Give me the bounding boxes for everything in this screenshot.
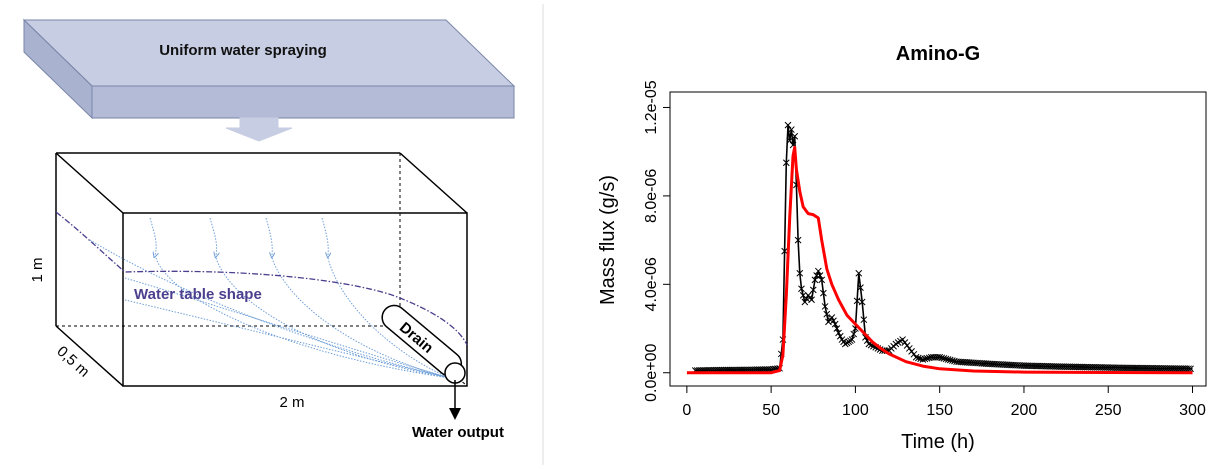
spray-down-arrow bbox=[225, 117, 293, 142]
data-point-marker bbox=[782, 159, 790, 167]
length-label: 2 m bbox=[279, 394, 304, 411]
data-point-marker bbox=[794, 236, 802, 244]
y-tick-label: 0.0e+00 bbox=[643, 343, 660, 401]
data-point-marker bbox=[796, 269, 804, 277]
lysimeter-diagram: Uniform water spraying bbox=[22, 18, 516, 441]
flow-line bbox=[271, 257, 451, 379]
x-tick-label: 150 bbox=[926, 402, 953, 419]
data-point-marker bbox=[835, 329, 842, 337]
x-tick-label: 250 bbox=[1095, 402, 1122, 419]
water-table-curve bbox=[55, 211, 468, 346]
series-layer bbox=[686, 121, 1194, 375]
data-point-marker bbox=[855, 269, 863, 277]
data-point-marker bbox=[823, 310, 831, 318]
data-point-marker bbox=[936, 353, 944, 361]
spray-side-face bbox=[23, 18, 93, 120]
data-point-marker bbox=[919, 356, 927, 363]
flow-line bbox=[265, 217, 272, 255]
x-tick-label: 200 bbox=[1011, 402, 1038, 419]
data-point-marker bbox=[828, 314, 836, 321]
data-point-marker bbox=[788, 126, 795, 133]
output-label: Water output bbox=[412, 424, 504, 441]
y-tick-label: 4.0e-06 bbox=[643, 257, 660, 311]
data-point-marker bbox=[781, 247, 788, 255]
x-tick-label: 0 bbox=[682, 402, 691, 419]
data-point-marker bbox=[784, 121, 792, 129]
flow-line bbox=[124, 277, 451, 379]
flow-line bbox=[124, 299, 451, 379]
data-point-marker bbox=[938, 354, 946, 362]
box-edge bbox=[55, 325, 124, 387]
data-point-marker bbox=[814, 267, 822, 275]
flow-line bbox=[209, 217, 217, 255]
y-tick-label: 1.2e-05 bbox=[643, 80, 660, 134]
plot-frame bbox=[669, 91, 1207, 387]
flow-line bbox=[215, 257, 451, 379]
box-front-face bbox=[122, 212, 468, 387]
data-point-marker bbox=[944, 356, 952, 363]
data-point-marker bbox=[836, 332, 844, 340]
flow-line bbox=[321, 217, 328, 255]
data-point-marker bbox=[833, 325, 841, 332]
water-table-label: Water table shape bbox=[134, 286, 262, 303]
data-point-marker bbox=[860, 316, 868, 324]
series-line-1 bbox=[695, 124, 1193, 372]
box-edge bbox=[55, 152, 124, 214]
data-point-marker bbox=[946, 356, 954, 364]
data-point-marker bbox=[857, 284, 864, 291]
data-point-marker bbox=[848, 336, 856, 343]
data-point-marker bbox=[808, 296, 815, 304]
data-point-marker bbox=[853, 297, 861, 305]
x-tick-label: 300 bbox=[1179, 402, 1206, 419]
data-point-marker bbox=[914, 354, 922, 362]
data-point-marker bbox=[850, 330, 858, 338]
data-point-marker bbox=[830, 317, 837, 325]
height-label: 1 m bbox=[29, 257, 46, 282]
data-point-marker bbox=[816, 272, 824, 279]
x-tick-label: 100 bbox=[842, 402, 869, 419]
spray-label: Uniform water spraying bbox=[159, 42, 327, 59]
data-point-marker bbox=[1185, 365, 1192, 373]
spray-slab: Uniform water spraying bbox=[22, 18, 516, 120]
data-point-marker bbox=[912, 353, 920, 361]
data-point-marker bbox=[940, 355, 948, 362]
y-tick-label: 8.0e-06 bbox=[643, 169, 660, 223]
y-axis: 0.0e+00 4.0e-06 8.0e-06 1.2e-05 bbox=[643, 80, 670, 402]
x-tick-label: 50 bbox=[762, 402, 780, 419]
data-point-marker bbox=[831, 320, 839, 328]
data-point-marker bbox=[820, 289, 827, 297]
x-axis-label: Time (h) bbox=[901, 431, 975, 453]
data-point-marker bbox=[818, 276, 826, 284]
box-edge bbox=[399, 152, 468, 214]
data-point-marker bbox=[821, 303, 829, 310]
depth-label: 0,5 m bbox=[53, 343, 92, 381]
data-point-marker bbox=[948, 357, 956, 364]
y-axis-label: Mass flux (g/s) bbox=[597, 175, 619, 305]
data-point-marker bbox=[791, 132, 799, 140]
data-point-marker bbox=[942, 355, 950, 363]
x-axis: 0 50 100 150 200 250 300 bbox=[682, 386, 1206, 419]
data-point-marker bbox=[798, 285, 805, 293]
data-point-marker bbox=[809, 286, 817, 294]
flow-lines bbox=[89, 217, 451, 379]
data-point-marker bbox=[858, 298, 866, 306]
data-point-marker bbox=[923, 355, 931, 362]
data-point-marker bbox=[921, 355, 929, 363]
data-point-marker bbox=[1187, 365, 1194, 373]
chart-title: Amino-G bbox=[896, 43, 980, 65]
flow-line bbox=[149, 217, 156, 255]
amino-g-chart: Amino-G 0 50 100 150 200 250 300 0.0e+00 4.0e-0… bbox=[597, 43, 1207, 453]
series-line-2 bbox=[686, 145, 1193, 375]
spray-front-face bbox=[91, 85, 515, 119]
flow-line bbox=[89, 239, 451, 379]
